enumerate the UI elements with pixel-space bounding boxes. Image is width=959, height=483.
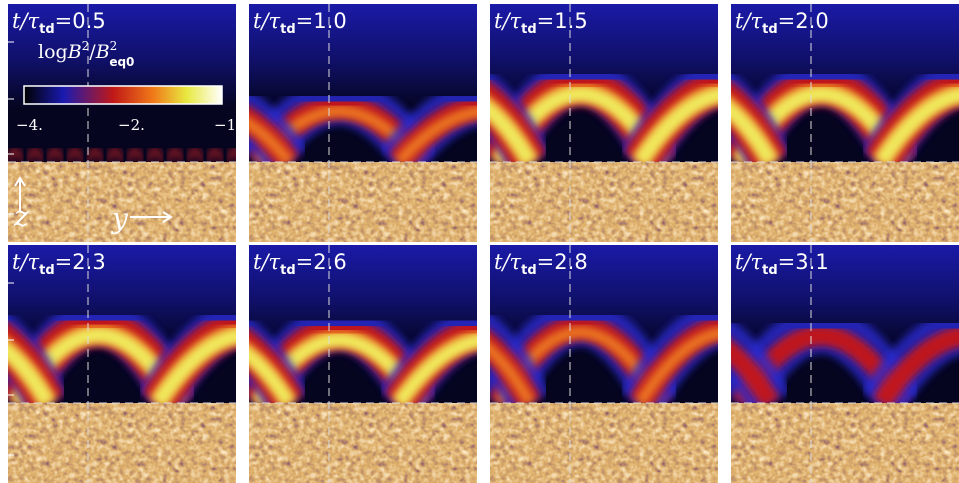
time-symbol: t/τ (494, 250, 522, 274)
time-equals: = (537, 250, 555, 274)
time-subscript: td (280, 22, 296, 37)
time-equals: = (778, 9, 796, 33)
time-label: t/τtd=1.5 (494, 9, 588, 37)
colorbar-bar (24, 86, 222, 104)
time-symbol: t/τ (253, 250, 281, 274)
time-equals: = (55, 250, 73, 274)
time-subscript: td (521, 263, 537, 278)
time-symbol: t/τ (12, 9, 40, 33)
time-value: 1.5 (554, 9, 587, 33)
time-equals: = (296, 250, 314, 274)
time-label: t/τtd=0.5 (12, 9, 106, 37)
time-subscript: td (521, 22, 537, 37)
time-subscript: td (39, 22, 55, 37)
label-b: B (95, 41, 110, 63)
convection-zone (8, 403, 236, 483)
convection-zone (249, 162, 477, 242)
time-equals: = (537, 9, 555, 33)
time-label: t/τtd=2.8 (494, 250, 588, 278)
time-subscript: td (762, 263, 778, 278)
label-sub: eq0 (109, 55, 134, 69)
convection-zone (490, 162, 718, 242)
label-sup: 2 (82, 39, 90, 53)
colorbar-tick: −1. (214, 116, 241, 134)
time-equals: = (778, 250, 796, 274)
time-label: t/τtd=1.0 (253, 9, 347, 37)
time-symbol: t/τ (735, 250, 763, 274)
time-value: 1.0 (313, 9, 346, 33)
label-log: log (38, 41, 68, 63)
time-value: 2.3 (72, 250, 105, 274)
time-equals: = (55, 9, 73, 33)
colorbar-tick: −2. (118, 116, 145, 134)
time-subscript: td (39, 263, 55, 278)
time-symbol: t/τ (735, 9, 763, 33)
time-symbol: t/τ (494, 9, 522, 33)
convection-zone (731, 162, 959, 242)
time-value: 2.0 (795, 9, 828, 33)
time-label: t/τtd=2.0 (735, 9, 829, 37)
y-label: y (110, 202, 129, 235)
figure: t/τtd=0.5t/τtd=1.0t/τtd=1.5t/τtd=2.0t/τt… (0, 0, 959, 483)
time-label: t/τtd=2.3 (12, 250, 106, 278)
label-b: B (67, 41, 82, 63)
time-value: 3.1 (795, 250, 828, 274)
time-symbol: t/τ (12, 250, 40, 274)
time-subscript: td (762, 22, 778, 37)
convection-zone (731, 403, 959, 483)
time-equals: = (296, 9, 314, 33)
time-subscript: td (280, 263, 296, 278)
time-label: t/τtd=3.1 (735, 250, 829, 278)
colorbar-tick: −4. (16, 116, 43, 134)
time-label: t/τtd=2.6 (253, 250, 347, 278)
z-label: z (13, 200, 29, 233)
label-sup: 2 (110, 39, 118, 53)
convection-zone (490, 403, 718, 483)
time-value: 0.5 (72, 9, 105, 33)
time-symbol: t/τ (253, 9, 281, 33)
time-value: 2.6 (313, 250, 346, 274)
time-value: 2.8 (554, 250, 587, 274)
convection-zone (249, 403, 477, 483)
